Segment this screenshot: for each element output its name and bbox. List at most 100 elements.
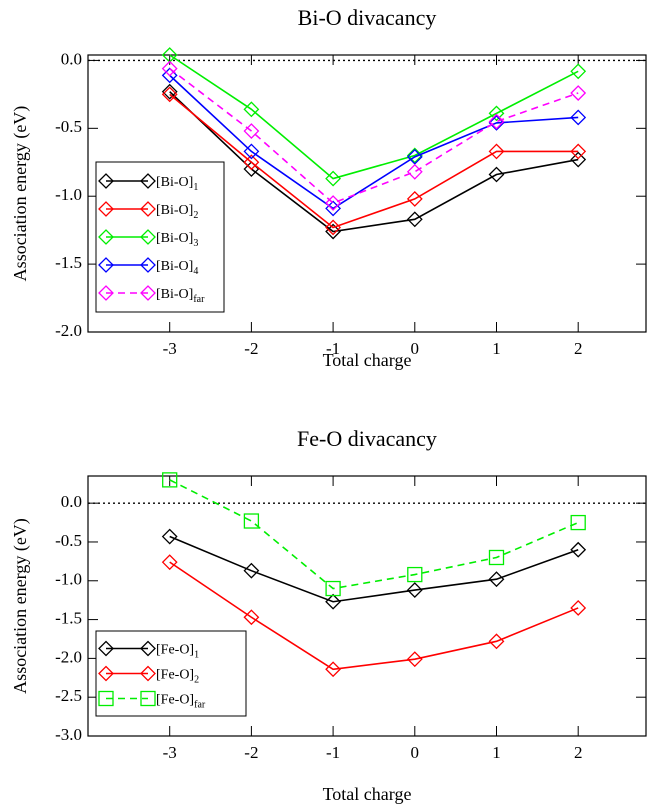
- marker: [406, 147, 423, 164]
- x-tick-label: 1: [492, 743, 501, 762]
- legend-name: [Fe-O]: [156, 668, 194, 683]
- marker: [570, 143, 587, 160]
- marker: [243, 123, 260, 139]
- marker: [243, 562, 260, 579]
- series-line: [169, 91, 579, 233]
- y-tick-label: -3.0: [55, 725, 82, 744]
- x-tick-label: -1: [326, 743, 340, 762]
- marker: [325, 195, 342, 211]
- marker: [98, 690, 114, 707]
- legend-subscript: 4: [193, 266, 198, 277]
- y-tick-label: -1.0: [55, 570, 82, 589]
- marker: [243, 161, 260, 177]
- marker: [570, 63, 587, 80]
- marker: [488, 549, 505, 566]
- legend-subscript: 1: [194, 650, 199, 661]
- marker: [98, 665, 114, 682]
- chart-title: Bi-O divacancy: [298, 5, 437, 30]
- legend-subscript: 3: [193, 238, 198, 249]
- y-tick-label: -1.5: [55, 253, 82, 272]
- marker: [570, 151, 587, 168]
- series-line: [169, 479, 579, 590]
- marker: [407, 566, 423, 583]
- marker: [243, 154, 260, 171]
- legend-name: [Fe-O]: [156, 693, 194, 708]
- marker: [140, 285, 156, 301]
- series-line: [169, 67, 579, 204]
- marker: [161, 83, 178, 100]
- marker: [162, 472, 178, 488]
- y-tick-label: -0.5: [55, 117, 82, 136]
- legend-subscript: far: [194, 700, 206, 711]
- marker: [488, 114, 505, 131]
- x-tick-label: -3: [163, 743, 177, 762]
- x-tick-label: 2: [574, 339, 583, 358]
- x-axis-label: Total charge: [323, 784, 412, 804]
- marker: [488, 143, 505, 160]
- legend-label: [Bi-O]3: [156, 231, 198, 249]
- marker: [243, 143, 260, 160]
- marker: [243, 609, 260, 626]
- marker: [98, 229, 114, 245]
- marker: [325, 223, 342, 240]
- x-tick-label: -2: [244, 743, 258, 762]
- legend-label: [Bi-O]2: [156, 203, 198, 221]
- legend-label: [Bi-O]1: [156, 175, 198, 193]
- series-line: [169, 93, 579, 229]
- marker: [406, 148, 423, 165]
- marker: [406, 211, 423, 228]
- marker: [243, 101, 260, 118]
- legend-name: [Bi-O]: [156, 259, 193, 274]
- y-axis-label: Association energy (eV): [10, 106, 31, 282]
- y-axis-label: Association energy (eV): [10, 518, 31, 694]
- legend: [Fe-O]1[Fe-O]2[Fe-O]far: [95, 630, 247, 717]
- legend-subscript: far: [193, 294, 205, 305]
- series-line: [169, 54, 579, 180]
- marker: [140, 640, 156, 657]
- x-tick-label: -3: [163, 339, 177, 358]
- marker: [98, 257, 114, 273]
- x-tick-label: 1: [492, 339, 501, 358]
- chart-title: Fe-O divacancy: [297, 426, 437, 451]
- marker: [140, 229, 156, 245]
- series-line: [169, 535, 579, 603]
- marker: [98, 201, 114, 217]
- marker: [98, 285, 114, 301]
- marker: [98, 173, 114, 189]
- x-tick-label: -1: [326, 339, 340, 358]
- x-tick-label: -2: [244, 339, 258, 358]
- marker: [140, 201, 156, 217]
- legend-name: [Bi-O]: [156, 203, 193, 218]
- legend-name: [Bi-O]: [156, 175, 193, 190]
- series-line: [169, 561, 579, 671]
- marker: [488, 633, 505, 650]
- marker: [406, 582, 423, 599]
- x-tick-label: 0: [411, 743, 420, 762]
- legend-subscript: 2: [193, 210, 198, 221]
- marker: [140, 690, 156, 707]
- marker: [570, 85, 587, 101]
- marker: [161, 528, 178, 545]
- legend-name: [Bi-O]: [156, 231, 193, 246]
- marker: [570, 514, 586, 531]
- marker: [325, 580, 341, 597]
- legend-label: [Fe-O]2: [156, 668, 199, 686]
- marker: [570, 541, 587, 558]
- y-tick-label: 0.0: [61, 492, 82, 511]
- y-tick-label: -2.5: [55, 686, 82, 705]
- legend-label: [Bi-O]far: [156, 287, 205, 305]
- marker: [161, 60, 178, 77]
- plot-frame: [87, 475, 647, 737]
- marker: [325, 200, 342, 217]
- marker: [325, 593, 342, 610]
- legend: [Bi-O]1[Bi-O]2[Bi-O]3[Bi-O]4[Bi-O]far: [95, 161, 225, 313]
- marker: [98, 640, 114, 657]
- series-line: [169, 74, 579, 210]
- marker: [570, 600, 587, 616]
- y-tick-label: -2.0: [55, 647, 82, 666]
- chart-panel: Fe-O divacancy Total charge Association en…: [10, 426, 647, 804]
- legend-subscript: 1: [193, 182, 198, 193]
- marker: [325, 219, 342, 236]
- marker: [325, 170, 342, 187]
